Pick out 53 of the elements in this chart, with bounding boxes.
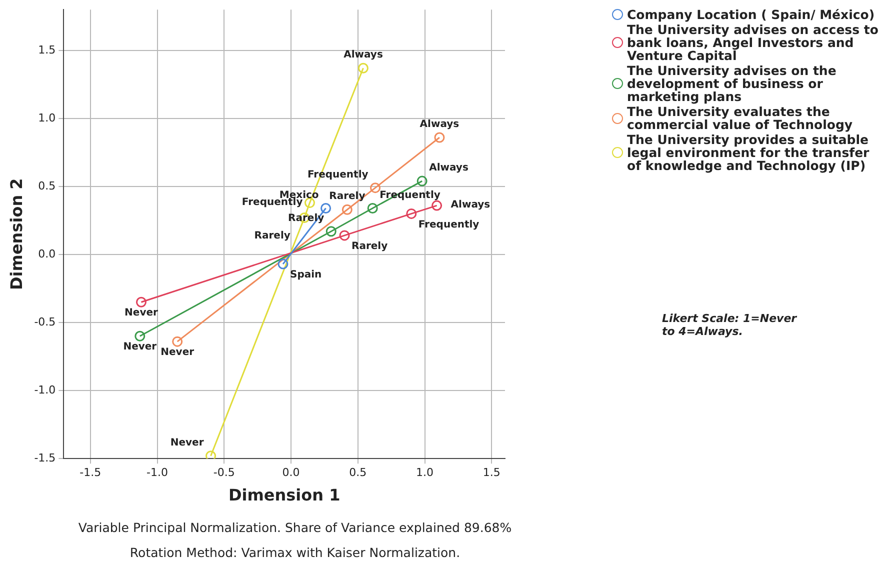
y-tick-label: -1.0: [34, 383, 56, 396]
y-tick-label: -1.5: [34, 451, 56, 464]
legend-label: The University evaluates the commercial value of Technology: [627, 104, 854, 132]
annotation: Never: [124, 308, 158, 319]
y-tick-label: 1.0: [38, 111, 56, 124]
point: [320, 203, 332, 214]
y-tick-label: -0.5: [34, 315, 56, 328]
annotation: Rarely: [352, 241, 388, 252]
x-tick-label: -0.5: [213, 466, 235, 480]
annotation: Always: [429, 162, 468, 174]
annotation: Never: [170, 437, 204, 448]
text: Variable Principal Normalization. Share of Variance explained 89.68%: [77, 519, 513, 537]
y-tick-label: 0.0: [38, 247, 56, 260]
annotation: Always: [420, 119, 460, 130]
legend-label: The University provides a suitable legal environment for the transfer of knowledge and Technology (IP): [627, 132, 870, 173]
x-tick-label: 1.0: [416, 466, 434, 480]
point: [339, 230, 350, 241]
annotation: Always: [450, 200, 490, 211]
point: [136, 296, 146, 308]
point: [172, 336, 183, 347]
point: [416, 176, 428, 186]
point: [367, 203, 378, 214]
annotation: Never: [160, 347, 194, 358]
legend-label: The University advises on access to bank loans, Angel Investors and Venture Capital: [627, 22, 880, 63]
point: [406, 208, 417, 219]
point: [134, 330, 146, 342]
x-tick-label: 0.0: [282, 466, 300, 480]
annotation: Spain: [290, 270, 322, 281]
text: Likert Scale: 1=Never to 4=Always.: [662, 312, 798, 338]
annotation: Frequently: [242, 196, 304, 208]
point: [370, 182, 381, 194]
annotation: Rarely: [254, 230, 291, 242]
y-tick-label: 1.5: [38, 43, 56, 56]
x-tick-label: 0.5: [349, 466, 367, 480]
x-tick-label: 1.5: [482, 466, 500, 480]
x-tick-label: -1.0: [146, 466, 168, 480]
y-axis-title: Dimension 2: [6, 178, 26, 290]
point: [432, 200, 442, 211]
x-axis-title: Dimension 1: [228, 486, 340, 505]
point: [342, 204, 352, 215]
point: [434, 132, 445, 143]
annotation: Frequently: [418, 219, 480, 230]
point: [326, 226, 336, 237]
point: [358, 62, 368, 74]
point: [206, 450, 216, 459]
legend-label: Company Location ( Spain/ México): [627, 7, 875, 22]
annotation: Never: [123, 342, 157, 353]
legend-label: The University advises on the development of business or marketing plans: [627, 63, 838, 104]
point: [278, 258, 288, 270]
annotation: Always: [344, 50, 383, 61]
y-tick-label: 0.5: [38, 179, 56, 192]
x-tick-label: -1.5: [80, 466, 102, 480]
text: Rotation Method: Varimax with Kaiser Normalization.: [128, 544, 462, 562]
